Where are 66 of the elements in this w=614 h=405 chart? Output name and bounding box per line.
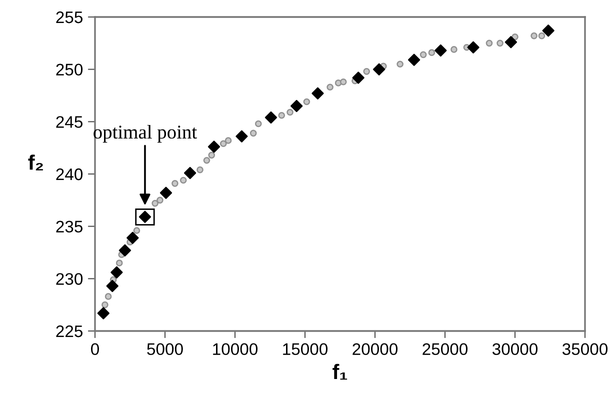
point xyxy=(434,44,447,57)
point xyxy=(396,60,404,68)
point xyxy=(208,152,216,159)
point xyxy=(250,130,257,137)
point xyxy=(172,180,178,187)
point xyxy=(254,120,262,128)
point xyxy=(126,232,139,244)
point xyxy=(224,137,232,144)
point xyxy=(326,84,334,91)
point xyxy=(428,49,436,56)
point xyxy=(152,200,158,207)
point xyxy=(160,186,172,199)
y-tick-label: 255 xyxy=(56,11,82,24)
point xyxy=(530,32,538,40)
point xyxy=(290,100,303,112)
point xyxy=(184,166,196,180)
y-tick-label: 250 xyxy=(56,64,83,76)
point xyxy=(420,51,427,58)
x-tick-label: 0 xyxy=(91,343,99,356)
point xyxy=(278,112,286,119)
x-tick-label: 10000 xyxy=(213,343,258,356)
y-axis-title: f₂ xyxy=(28,154,43,170)
point xyxy=(106,280,118,292)
x-tick-label: 35000 xyxy=(562,343,608,356)
x-tick-label: 30000 xyxy=(492,343,538,356)
point xyxy=(220,140,227,148)
point xyxy=(340,78,347,86)
point xyxy=(408,54,420,66)
point xyxy=(133,227,140,234)
point xyxy=(538,32,546,40)
point xyxy=(496,40,504,47)
point xyxy=(264,111,278,124)
point xyxy=(104,293,112,300)
y-tick-label: 245 xyxy=(56,116,82,128)
point xyxy=(116,260,123,266)
point xyxy=(352,72,364,84)
y-tick-label: 230 xyxy=(56,273,83,285)
point xyxy=(102,301,108,308)
point xyxy=(180,176,187,184)
point xyxy=(196,166,204,174)
point xyxy=(118,244,132,256)
x-tick-label: 25000 xyxy=(422,343,468,356)
point xyxy=(312,87,324,100)
point xyxy=(156,196,164,204)
point xyxy=(236,130,248,142)
x-tick-label: 15000 xyxy=(283,343,328,356)
x-axis-title: f₁ xyxy=(332,364,348,380)
point xyxy=(542,24,554,37)
y-tick-label: 225 xyxy=(56,325,82,338)
point xyxy=(97,307,110,320)
annotation: optimal point xyxy=(94,124,197,143)
x-tick-label: 5000 xyxy=(147,343,183,356)
point xyxy=(467,41,480,54)
point xyxy=(504,36,518,48)
point xyxy=(303,98,310,106)
point xyxy=(363,68,370,75)
point xyxy=(450,46,458,53)
y-tick-label: 240 xyxy=(56,168,83,180)
x-tick-label: 20000 xyxy=(352,343,398,356)
point xyxy=(208,140,220,153)
y-tick-label: 235 xyxy=(56,220,82,233)
point xyxy=(486,40,493,47)
point xyxy=(203,156,210,164)
point xyxy=(372,63,386,76)
point xyxy=(286,108,294,116)
point xyxy=(110,266,123,278)
